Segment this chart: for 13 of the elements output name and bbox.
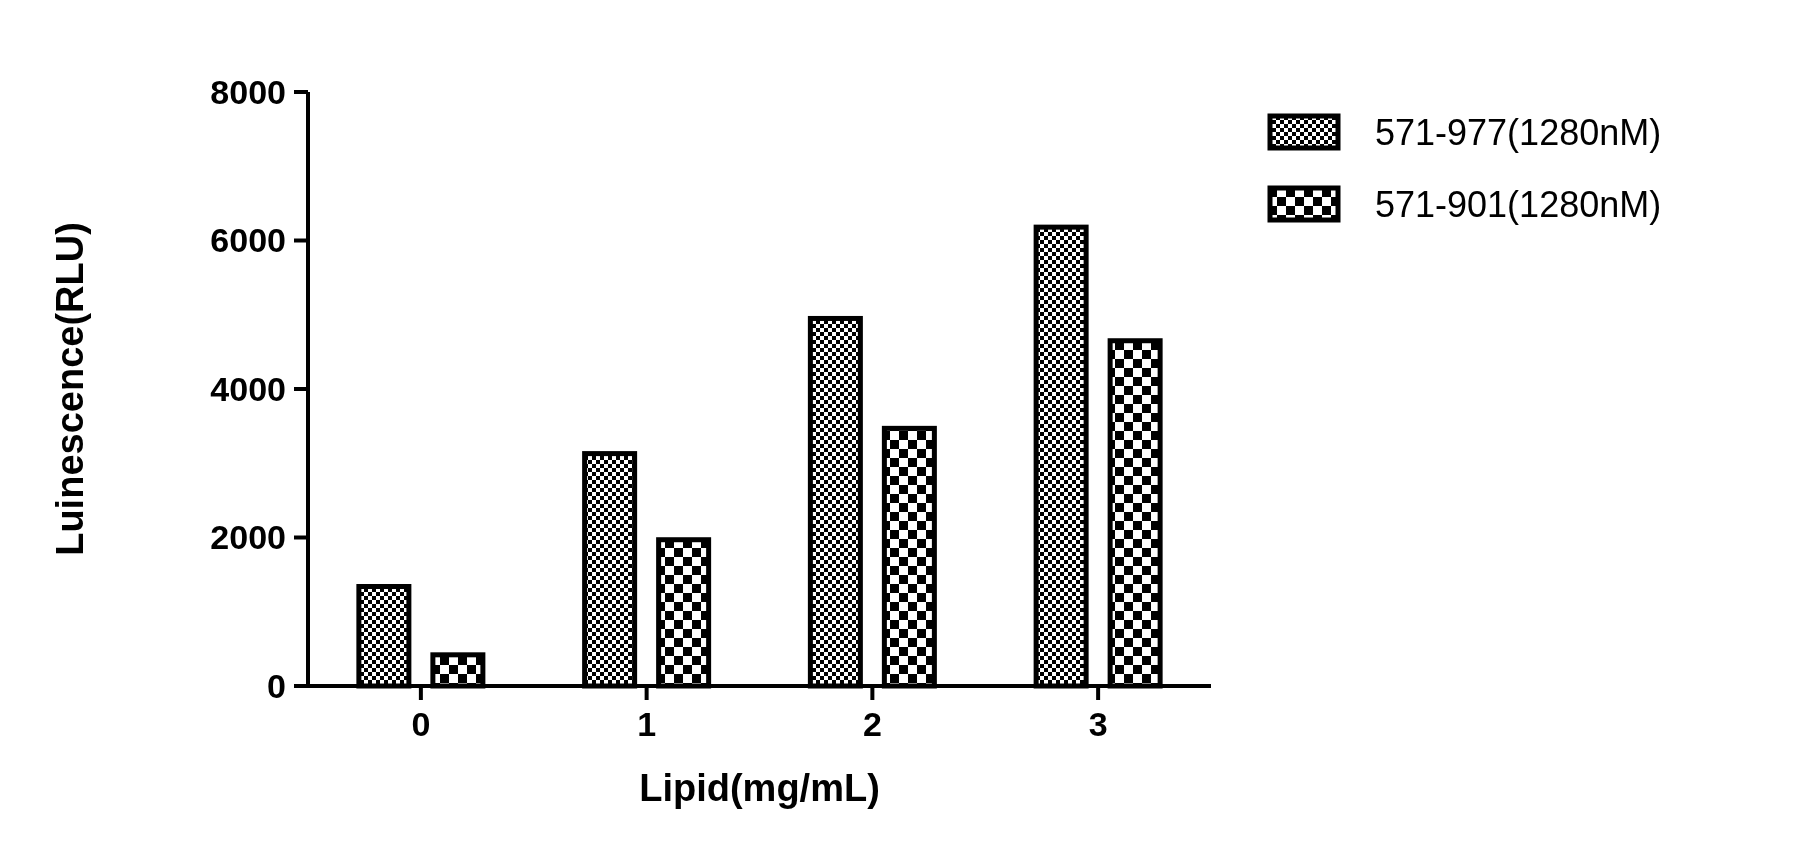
x-tick-label: 3 [1088, 705, 1108, 743]
x-tick-label: 2 [862, 705, 882, 743]
y-axis-title: Luinescence(RLU) [49, 222, 91, 556]
y-tick-label: 4000 [210, 369, 286, 408]
y-tick-label: 0 [267, 666, 286, 705]
legend-label: 571-977(1280nM) [1375, 111, 1662, 153]
y-tick-label: 6000 [210, 221, 286, 260]
legend-label: 571-901(1280nM) [1375, 183, 1662, 225]
x-tick-label: 1 [637, 705, 657, 743]
x-axis-title: Lipid(mg/mL) [639, 767, 880, 809]
y-tick-label: 2000 [210, 518, 286, 557]
x-tick-label: 0 [411, 705, 431, 743]
y-tick-label: 8000 [210, 72, 286, 111]
